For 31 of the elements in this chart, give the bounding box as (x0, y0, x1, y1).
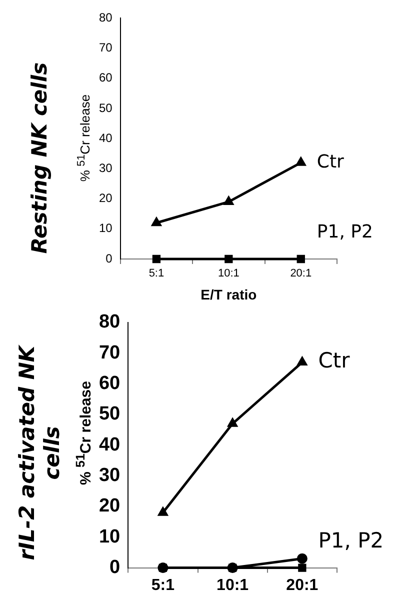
x-tick-label: 20:1 (286, 576, 318, 594)
x-tick-label: 20:1 (290, 268, 312, 280)
y-tick-label: 10 (98, 221, 113, 236)
annotation: P1, P2 (316, 222, 373, 243)
y-tick-label: 30 (98, 161, 113, 176)
y-tick-label: 50 (98, 100, 113, 115)
annotation: P1, P2 (318, 528, 384, 552)
text: Resting NK cells (28, 61, 52, 256)
y-tick-label: 0 (110, 557, 120, 578)
x-axis-title: E/T ratio (200, 286, 257, 302)
y-tick-label: 60 (98, 70, 113, 85)
x-tick-label: 10:1 (216, 576, 249, 594)
y-tick-label: 80 (98, 312, 120, 333)
y-tick-label: 20 (98, 496, 120, 517)
x-tick-label: 5:1 (151, 576, 175, 594)
y-tick-label: 10 (98, 526, 120, 548)
y-tick-label: 30 (98, 465, 120, 486)
y-tick-label: 70 (98, 40, 113, 55)
y-tick-label: 60 (98, 372, 120, 394)
y-tick-label: 50 (98, 404, 120, 425)
text: rIL-2 activated NK cells (15, 344, 65, 562)
annotation: Ctr (318, 348, 350, 373)
x-tick-label: 5:1 (148, 268, 164, 280)
annotation: Ctr (316, 151, 345, 172)
y-tick-label: 40 (98, 434, 120, 456)
y-tick-label: 80 (98, 10, 113, 25)
x-tick-label: 10:1 (218, 268, 240, 280)
y-tick-label: 40 (98, 130, 113, 145)
y-tick-label: 70 (98, 342, 120, 364)
y-tick-label: 0 (106, 251, 113, 266)
y-tick-label: 20 (98, 191, 113, 206)
